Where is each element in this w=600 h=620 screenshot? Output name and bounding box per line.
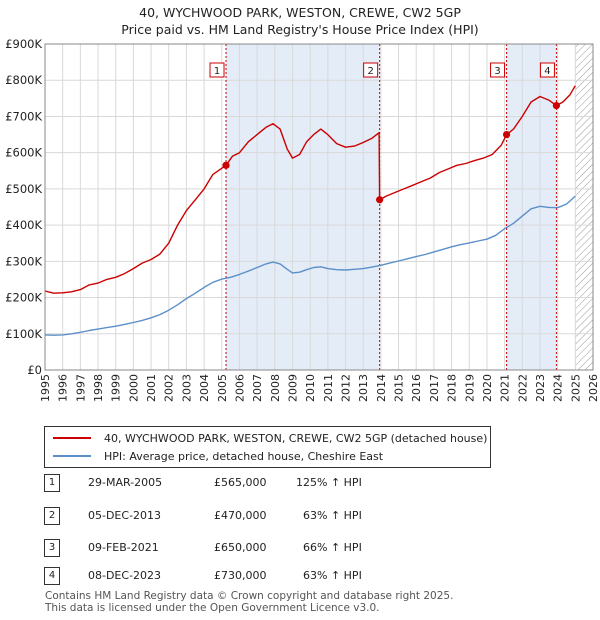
- x-tick-label: 2021: [499, 374, 512, 402]
- sale-point: [376, 196, 384, 204]
- x-tick-label: 2026: [587, 374, 600, 402]
- forecast-hatch: [575, 44, 593, 370]
- sale-row-1: 1 29-MAR-2005 £565,000 125% ↑ HPI: [44, 474, 464, 494]
- x-tick-label: 2024: [552, 374, 565, 402]
- x-tick-label: 1998: [92, 374, 105, 402]
- x-tick-label: 2023: [534, 374, 547, 402]
- sale-label-text: 4: [544, 66, 550, 77]
- y-tick-label: £400K: [5, 218, 42, 232]
- x-tick-label: 2013: [357, 374, 370, 402]
- x-tick-label: 2019: [463, 374, 476, 402]
- legend: 40, WYCHWOOD PARK, WESTON, CREWE, CW2 5G…: [44, 426, 491, 468]
- sale-label-text: 1: [214, 66, 220, 77]
- legend-item-property: 40, WYCHWOOD PARK, WESTON, CREWE, CW2 5G…: [53, 430, 487, 446]
- sale-marker-badge: 2: [44, 507, 60, 525]
- x-tick-label: 1997: [74, 374, 87, 402]
- legend-item-hpi: HPI: Average price, detached house, Ches…: [53, 448, 383, 464]
- sale-hpi-change: 63% ↑ HPI: [303, 509, 362, 522]
- sale-price: £470,000: [214, 509, 267, 522]
- y-tick-label: £100K: [5, 327, 42, 341]
- x-tick-label: 2009: [286, 374, 299, 402]
- sale-label-box: [539, 62, 555, 78]
- y-tick-label: £600K: [5, 146, 42, 160]
- sale-hpi-change: 63% ↑ HPI: [303, 569, 362, 582]
- x-tick-label: 1996: [57, 374, 70, 402]
- x-tick-label: 2005: [216, 374, 229, 402]
- sale-marker-badge: 3: [44, 539, 60, 557]
- x-tick-label: 2022: [516, 374, 529, 402]
- footer-copyright: Contains HM Land Registry data © Crown c…: [45, 590, 454, 602]
- sale-label-box: [363, 62, 379, 78]
- x-tick-label: 2011: [322, 374, 335, 402]
- sale-point: [552, 101, 561, 110]
- legend-swatch-hpi: [53, 455, 91, 457]
- sale-date: 05-DEC-2013: [88, 509, 162, 522]
- footer-licence: This data is licensed under the Open Gov…: [45, 602, 380, 614]
- chart-subtitle: Price paid vs. HM Land Registry's House …: [121, 22, 479, 37]
- sale-row-2: 2 05-DEC-2013 £470,000 63% ↑ HPI: [44, 507, 464, 527]
- price-chart: 1 2 3 4 £0 £100K £200K £300K £400K £500K £600K £700…: [5, 37, 600, 402]
- x-tick-label: 1995: [39, 374, 52, 402]
- y-tick-label: £900K: [5, 37, 42, 51]
- sale-marker-badge: 1: [44, 474, 60, 492]
- sale-label-box: [209, 62, 225, 78]
- sale-price: £730,000: [214, 569, 267, 582]
- chart-title: 40, WYCHWOOD PARK, WESTON, CREWE, CW2 5G…: [139, 5, 461, 20]
- plot-frame: [44, 43, 594, 371]
- x-tick-label: 2003: [180, 374, 193, 402]
- sale-point: [222, 161, 230, 169]
- property-price-line: [44, 85, 576, 294]
- x-tick-label: 2007: [251, 374, 264, 402]
- sale-point: [502, 130, 511, 139]
- y-tick-label: £800K: [5, 73, 42, 87]
- x-tick-label: 2002: [163, 374, 176, 402]
- y-tick-label: £0: [27, 363, 42, 377]
- x-tick-label: 2018: [446, 374, 459, 402]
- x-tick-label: 2017: [428, 374, 441, 402]
- sale-row-3: 3 09-FEB-2021 £650,000 66% ↑ HPI: [44, 539, 464, 559]
- x-tick-label: 2012: [340, 374, 353, 402]
- sale-hpi-change: 125% ↑ HPI: [296, 476, 362, 489]
- x-tick-label: 1999: [110, 374, 123, 402]
- x-tick-label: 2008: [269, 374, 282, 402]
- sale-price: £565,000: [214, 476, 267, 489]
- sale-date: 29-MAR-2005: [88, 476, 163, 489]
- hpi-line: [44, 195, 576, 336]
- sale-marker-badge: 4: [44, 567, 60, 585]
- sale-hpi-change: 66% ↑ HPI: [303, 541, 362, 554]
- sale-row-4: 4 08-DEC-2023 £730,000 63% ↑ HPI: [44, 567, 464, 587]
- legend-label-hpi: HPI: Average price, detached house, Ches…: [104, 449, 384, 463]
- y-tick-label: £700K: [5, 109, 42, 123]
- x-tick-label: 2000: [127, 374, 140, 402]
- x-tick-label: 2025: [569, 374, 582, 402]
- x-tick-label: 2004: [198, 374, 211, 402]
- sale-date: 08-DEC-2023: [88, 569, 162, 582]
- x-tick-label: 2015: [393, 374, 406, 402]
- sale-label-box: [490, 62, 506, 78]
- x-tick-label: 2014: [375, 374, 388, 402]
- x-tick-label: 2016: [410, 374, 423, 402]
- sale-price: £650,000: [214, 541, 267, 554]
- legend-swatch-property: [53, 437, 91, 439]
- y-tick-label: £200K: [5, 291, 42, 305]
- ownership-band: [226, 44, 380, 370]
- legend-label-property: 40, WYCHWOOD PARK, WESTON, CREWE, CW2 5G…: [104, 431, 488, 445]
- sale-label-text: 3: [494, 66, 500, 77]
- x-tick-label: 2001: [145, 374, 158, 402]
- x-tick-label: 2010: [304, 374, 317, 402]
- y-tick-label: £300K: [5, 254, 42, 268]
- sale-label-text: 2: [367, 66, 373, 77]
- y-tick-label: £500K: [5, 182, 42, 196]
- x-tick-label: 2006: [233, 374, 246, 402]
- x-tick-label: 2020: [481, 374, 494, 402]
- sale-date: 09-FEB-2021: [88, 541, 159, 554]
